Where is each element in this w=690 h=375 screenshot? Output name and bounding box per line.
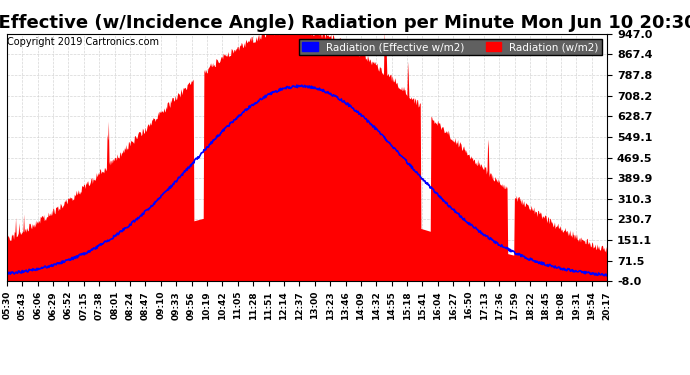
Legend: Radiation (Effective w/m2), Radiation (w/m2): Radiation (Effective w/m2), Radiation (w… (299, 39, 602, 56)
Title: Solar & Effective (w/Incidence Angle) Radiation per Minute Mon Jun 10 20:30: Solar & Effective (w/Incidence Angle) Ra… (0, 14, 690, 32)
Text: Copyright 2019 Cartronics.com: Copyright 2019 Cartronics.com (7, 37, 159, 47)
